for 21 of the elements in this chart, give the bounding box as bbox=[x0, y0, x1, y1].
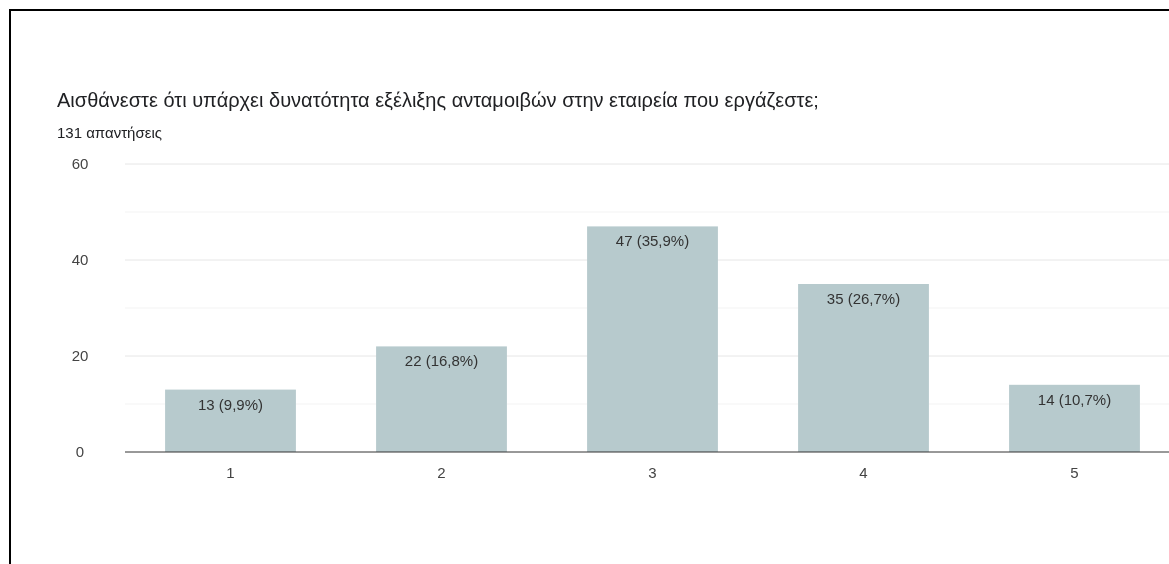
data-label: 14 (10,7%) bbox=[1037, 390, 1112, 408]
bar bbox=[376, 346, 507, 452]
data-label: 13 (9,9%) bbox=[197, 395, 264, 413]
x-tick-label: 5 bbox=[1070, 464, 1079, 481]
bar bbox=[798, 284, 929, 452]
data-label: 35 (26,7%) bbox=[826, 290, 901, 307]
x-tick-label: 3 bbox=[648, 464, 657, 481]
y-tick-label: 0 bbox=[75, 443, 85, 461]
x-tick-label: 1 bbox=[226, 464, 235, 481]
bar bbox=[1009, 384, 1140, 452]
y-tick-label: 40 bbox=[71, 251, 89, 269]
x-tick-label: 4 bbox=[859, 464, 868, 481]
bar bbox=[165, 389, 296, 452]
y-tick-label: 20 bbox=[71, 347, 89, 365]
data-label: 22 (16,8%) bbox=[404, 352, 479, 370]
bar bbox=[587, 226, 718, 452]
x-tick-label: 2 bbox=[437, 464, 446, 481]
data-label: 47 (35,9%) bbox=[615, 232, 690, 250]
chart-title: Αισθάνεστε ότι υπάρχει δυνατότητα εξέλιξης ανταμοιβών στην εταιρεία που εργάζεστε; bbox=[57, 89, 819, 111]
chart-subtitle: 131 απαντήσεις bbox=[57, 124, 162, 141]
y-tick-label: 60 bbox=[71, 155, 89, 173]
